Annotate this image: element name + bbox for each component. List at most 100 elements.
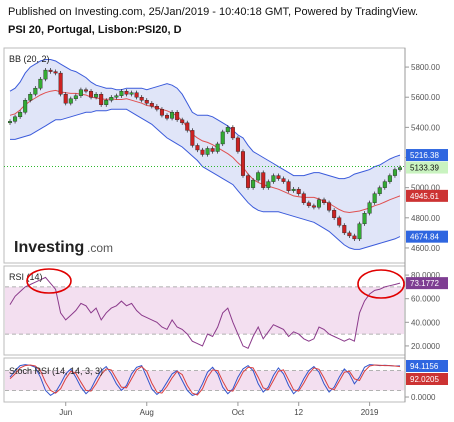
rsi-overbought-annotation (357, 269, 405, 299)
candle-body (306, 202, 311, 206)
candle-body (225, 127, 230, 133)
rsi-band-fill (5, 286, 404, 335)
candle-body (83, 89, 88, 92)
rsi-last-value-tag (406, 277, 448, 290)
candle-body (240, 151, 245, 176)
rsi-line (9, 276, 401, 349)
rsi-tick-label: 80.0000 (411, 271, 440, 280)
last-value-tag (406, 149, 448, 162)
candle-body (180, 119, 185, 124)
candle-body (342, 225, 347, 234)
rsi-tick-label: 20.0000 (411, 342, 440, 351)
candle-body (316, 199, 321, 208)
candle-body (251, 179, 256, 188)
stoch-tick-label: 0.0000 (411, 393, 436, 402)
candle-body (372, 193, 377, 203)
candle-body (327, 202, 332, 211)
logo-text: Investing (14, 239, 84, 256)
bb-upper-line (9, 59, 401, 180)
candle-body (281, 178, 286, 182)
last-value-tag (406, 189, 448, 202)
candle-body (134, 92, 139, 98)
candle-body (301, 193, 306, 203)
stoch-title: Stoch RSI (14, 14, 3, 3) (9, 366, 103, 376)
bb-title: BB (20, 2) (9, 54, 50, 64)
candle-body (246, 175, 251, 188)
candle-body (68, 98, 73, 104)
price-tick-label: 5800.00 (411, 63, 440, 72)
price-tick-label: 5000.00 (411, 184, 440, 193)
candle-body (104, 100, 109, 105)
candle-body (387, 175, 392, 182)
rsi-title: RSI (14) (9, 272, 43, 282)
bb-basis-line (9, 89, 401, 214)
candle-body (210, 148, 215, 152)
candle-body (170, 112, 175, 119)
candle-body (33, 87, 38, 95)
candle-body (144, 100, 149, 104)
candle-body (266, 181, 271, 188)
rsi-last-value-label: 73.1772 (410, 279, 439, 288)
investing-logo: Investing .com (14, 239, 113, 256)
candle-body (286, 181, 291, 191)
candle-body (357, 223, 362, 240)
candle-body (149, 103, 154, 107)
bb-lower-line (10, 108, 401, 250)
candle-body (215, 143, 220, 152)
stoch-last-value-label: 92.0205 (410, 375, 439, 384)
last-value-label: 5216.38 (410, 151, 439, 160)
candle-body (99, 94, 104, 105)
last-value-tag (406, 161, 448, 174)
logo-suffix: .com (87, 241, 113, 255)
candle-body (63, 94, 68, 104)
instrument-title: PSI 20, Portugal, Lisbon:PSI20, D (8, 24, 182, 36)
candle-body (220, 131, 225, 145)
candle-body (165, 115, 170, 119)
candle-body (398, 167, 403, 170)
candle-body (7, 121, 12, 124)
candle-body (352, 235, 357, 240)
candle-body (13, 116, 18, 122)
rsi-tick-label: 40.0000 (411, 318, 440, 327)
stoch-last-value-tag (406, 360, 448, 372)
candle-body (43, 69, 48, 80)
candle-body (38, 78, 43, 89)
candle-body (23, 100, 28, 113)
candle-body (190, 130, 195, 146)
candle-body (291, 188, 296, 191)
last-value-label: 5133.39 (410, 164, 439, 173)
price-tick-label: 4800.00 (411, 214, 440, 223)
candle-body (347, 232, 352, 237)
candle-body (53, 71, 58, 74)
candle-body (261, 172, 266, 188)
candle-body (48, 69, 53, 72)
candle-body (377, 187, 382, 194)
price-tick-label: 5400.00 (411, 123, 440, 132)
candle-body (185, 122, 190, 131)
candle-body (382, 181, 387, 188)
stoch-k-line (9, 364, 401, 397)
last-value-label: 4674.84 (410, 233, 439, 242)
candle-body (109, 97, 114, 101)
price-tick-label: 5600.00 (411, 93, 440, 102)
last-value-label: 4945.61 (410, 192, 439, 201)
x-tick-label: Aug (140, 408, 154, 417)
candle-body (195, 145, 200, 151)
last-value-tag (406, 230, 448, 243)
stoch-last-value-label: 94.1156 (410, 362, 439, 371)
x-tick-label: 2019 (361, 408, 379, 417)
rsi-tick-label: 60.0000 (411, 295, 440, 304)
stoch-band-fill (5, 370, 404, 391)
stoch-d-line (9, 364, 401, 396)
candle-body (58, 72, 63, 95)
candle-body (73, 95, 78, 99)
price-tick-label: 4600.00 (411, 244, 440, 253)
x-tick-label: Oct (232, 408, 245, 417)
candle-body (367, 202, 372, 214)
candle-body (119, 90, 124, 96)
publish-info: Published on Investing.com, 25/Jan/2019 … (8, 6, 419, 18)
candle-body (392, 169, 397, 176)
candle-body (271, 175, 276, 182)
candle-body (362, 213, 367, 225)
